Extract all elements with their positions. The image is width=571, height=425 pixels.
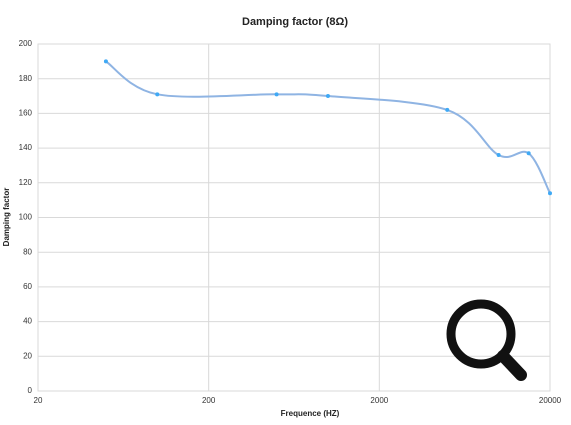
x-tick-label: 200 — [202, 396, 216, 405]
y-tick-label: 40 — [23, 317, 32, 326]
y-tick-label: 120 — [19, 178, 33, 187]
y-axis-label: Damping factor — [2, 188, 11, 247]
chart-title: Damping factor (8Ω) — [242, 16, 348, 28]
data-point — [325, 94, 330, 99]
zoom-handle — [497, 350, 527, 381]
x-tick-label: 20 — [34, 396, 43, 405]
y-tick-label: 180 — [19, 74, 33, 83]
y-tick-label: 200 — [19, 39, 33, 48]
x-tick-label: 2000 — [370, 396, 388, 405]
data-point — [103, 59, 108, 64]
data-point — [155, 92, 160, 97]
y-tick-label: 60 — [23, 282, 32, 291]
data-point — [526, 151, 531, 156]
x-tick-label: 20000 — [539, 396, 562, 405]
data-line — [105, 60, 551, 194]
x-axis-label: Frequence (HZ) — [281, 409, 340, 418]
data-point — [548, 191, 552, 196]
zoom-lens — [446, 299, 516, 369]
zoom-icon[interactable] — [446, 299, 527, 381]
y-tick-label: 0 — [28, 386, 33, 395]
data-point — [445, 107, 450, 112]
y-tick-label: 20 — [23, 351, 32, 360]
y-tick-label: 100 — [19, 213, 33, 222]
data-point — [496, 153, 501, 158]
y-tick-label: 80 — [23, 247, 32, 256]
y-tick-label: 140 — [19, 143, 33, 152]
y-tick-label: 160 — [19, 109, 33, 118]
data-point — [274, 92, 279, 97]
